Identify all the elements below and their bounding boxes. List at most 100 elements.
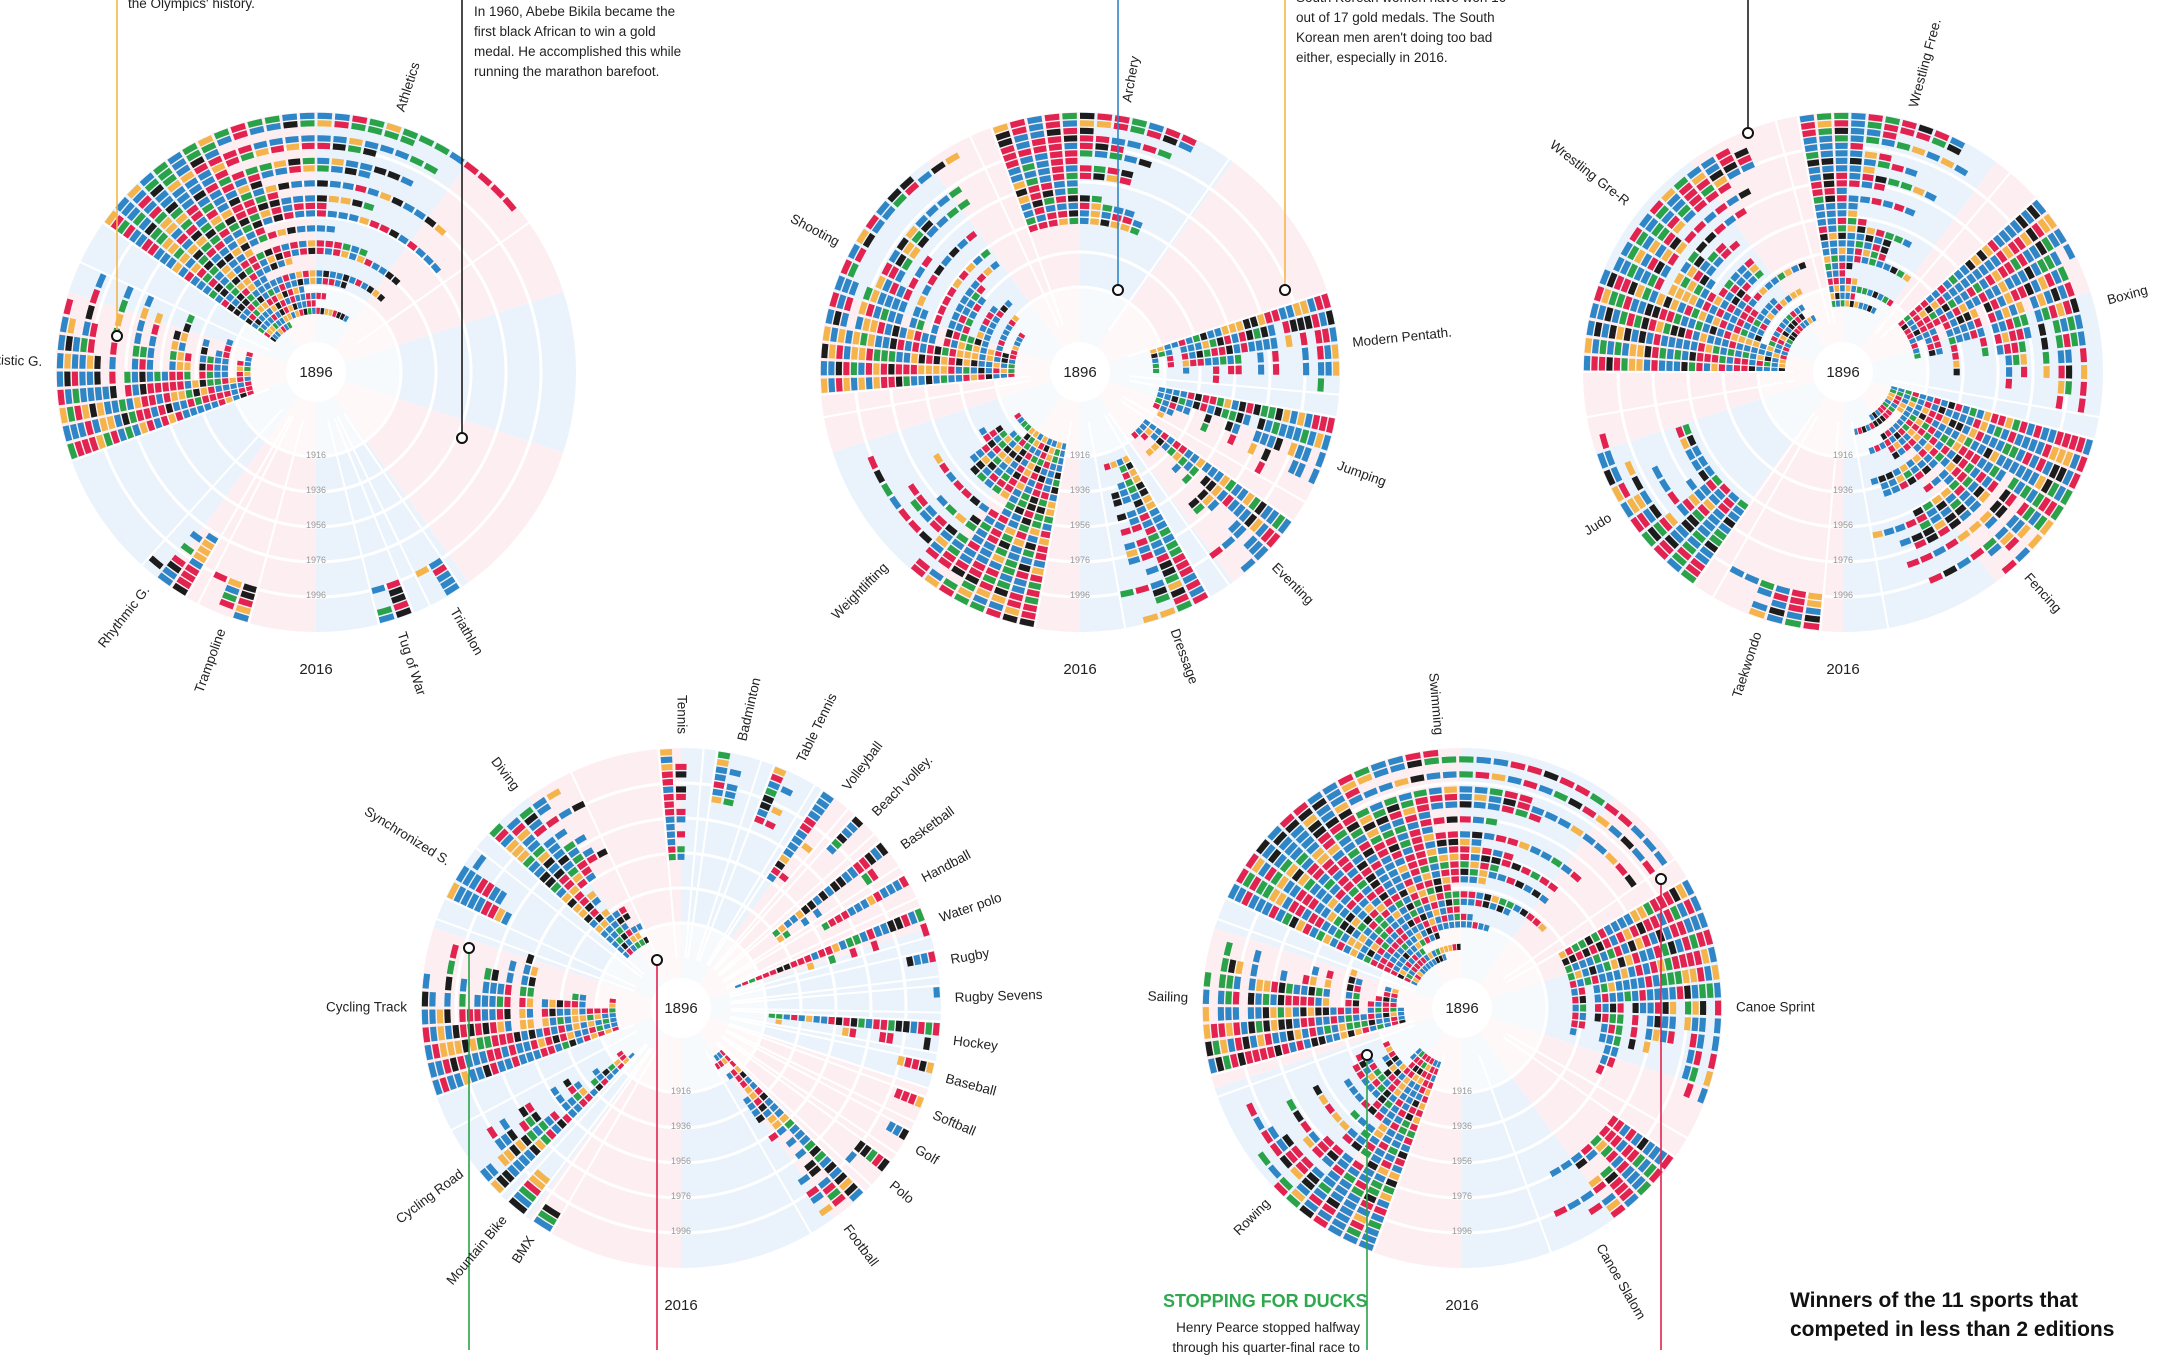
chart-4-mountain-bike-bar [533,1169,551,1185]
chart-1-artistic-g-bar [139,421,149,434]
chart-2-shooting-bar [983,334,992,342]
chart-5-sailing-bar [1285,983,1294,994]
chart-1-athletics-bar [261,169,274,179]
chart-3-judo-bar [1675,426,1685,438]
chart-2-dressage-bar [1117,481,1126,490]
chart-3-judo-bar [1719,483,1731,495]
chart-3-wrestling-free-bar [1845,292,1850,300]
chart-2-shooting-bar [941,347,949,356]
chart-3-fencing-bar [1959,490,1971,502]
chart-3-wrestling-gre-r-bar [1673,176,1689,191]
chart-4-handball-bar [892,879,903,892]
chart-4-cycling-track-bar [461,1039,470,1053]
chart-3-fencing-bar [1876,417,1883,425]
chart-2-weightlifting-bar [1038,537,1050,546]
chart-2-archery-bar [1043,197,1055,205]
chart-2-weightlifting-bar [967,540,981,552]
chart-3-judo-bar [1723,516,1736,529]
chart-1-artistic-g-bar [199,371,206,379]
chart-1-athletics-bar [384,130,400,141]
chart-1-athletics-bar [237,144,253,155]
chart-3-boxing-bar [1972,282,1983,294]
chart-3-fencing-bar [1905,518,1917,529]
chart-4-beach-volley-bar [836,833,848,844]
chart-3-fencing-bar [2028,454,2040,469]
chart-1-artistic-g-bar [64,353,72,369]
chart-1-athletics-bar [161,237,174,250]
chart-3-taekwondo-bar [1805,607,1821,616]
chart-5-canoe-sprint-bar [1713,1018,1721,1034]
chart-1-athletics-bar [297,278,304,286]
chart-2-archery-bar [1018,195,1030,205]
chart-2-shooting-bar [887,188,902,203]
chart-1-athletics-bar [335,311,342,319]
chart-2-shooting-bar [877,321,886,334]
chart-3-wrestling-free-bar [1822,173,1834,180]
chart-2-shooting-bar [884,295,894,308]
chart-3-wrestling-gre-r-bar [1759,343,1767,350]
annotation-ducks-line-2: through his quarter-final race to [1172,1340,1360,1355]
chart-2-shooting-bar [1012,345,1020,351]
chart-4-cycling-track-bar [489,1022,498,1034]
chart-1-artistic-g-bar [94,387,103,401]
chart-3-wrestling-gre-r-bar [1599,339,1607,355]
chart-4-handball-bar [885,883,896,895]
chart-3-wrestling-free-bar [1817,120,1832,128]
chart-5-swimming-bar [1420,957,1427,964]
chart-2-shooting-bar [891,325,900,337]
chart-2-jumping-bar [1158,386,1166,393]
chart-1-athletics-bar [331,158,344,166]
chart-1-artistic-g-bar [79,388,88,403]
chart-3-wrestling-free-bar [1918,124,1934,135]
chart-2-modern-pentath-bar [1234,354,1242,364]
chart-4-cycling-road-bar [525,1115,536,1128]
chart-1-artistic-g-bar [214,378,222,386]
chart-2-sport-jumping [1122,379,1339,504]
chart-2-label-jumping: Jumping [1335,458,1388,490]
chart-3-wrestling-gre-r-bar [1644,345,1652,358]
chart-2-shooting-bar [867,334,876,347]
chart-1-athletics-bar [184,177,199,190]
chart-3-boxing-bar [2011,342,2019,354]
chart-2-archery-bar [1034,206,1045,215]
chart-4-football-bar [753,1097,763,1107]
chart-2-weightlifting-bar [1022,603,1038,613]
chart-2-eventing-bar [1248,540,1263,555]
chart-4-cycling-road-divider-2 [449,1030,638,1132]
chart-4-sport-mountain-bike [504,1044,652,1218]
chart-3-judo-bar [1709,534,1723,547]
chart-3-fencing-bar [1969,500,1982,513]
chart-1-artistic-g-bar [207,356,214,364]
chart-3-fencing-bar [1928,410,1937,418]
chart-2-jumping-bar [1267,406,1276,419]
chart-1-athletics-bar [188,183,203,196]
chart-1-athletics-bar [245,166,259,176]
chart-3-fencing-bar [1868,446,1876,455]
chart-1-athletics-bar [159,216,173,230]
chart-3-wrestling-gre-r-bar [1720,299,1730,310]
chart-2-modern-pentath-bar [1190,359,1197,367]
chart-1-athletics-bar [115,196,130,212]
chart-1-athletics-bar [181,198,195,211]
chart-4-diving-bar [589,908,600,918]
chart-2-archery-bar [1066,172,1078,180]
chart-5-swimming-bar [1435,948,1441,956]
chart-3-judo-bar [1676,502,1690,517]
chart-1-label-rhythmic-g: Rhythmic G. [95,583,153,651]
chart-4-diving-bar [600,930,609,939]
chart-2-modern-pentath-bar [1196,350,1204,358]
chart-5-swimming-bar [1439,946,1445,954]
chart-1-rhythmic-g-bar [180,570,196,583]
chart-3-wrestling-free-bar [1886,299,1894,307]
chart-2-modern-pentath-bar [1209,338,1217,348]
chart-1-artistic-g-bar [176,371,184,380]
chart-1-athletics-bar [290,311,297,319]
chart-3-wrestling-gre-r-bar [1742,293,1752,303]
chart-2-shooting-bar [858,301,868,315]
chart-3-fencing-bar [1884,438,1892,447]
chart-1-athletics-bar [367,125,383,136]
chart-1-athletics-bar [273,160,287,168]
chart-1-tug-of-war-bar [378,613,395,624]
chart-4-rugby-sevens-divider-2 [730,1007,943,1014]
chart-3-judo-bar [1667,491,1680,505]
